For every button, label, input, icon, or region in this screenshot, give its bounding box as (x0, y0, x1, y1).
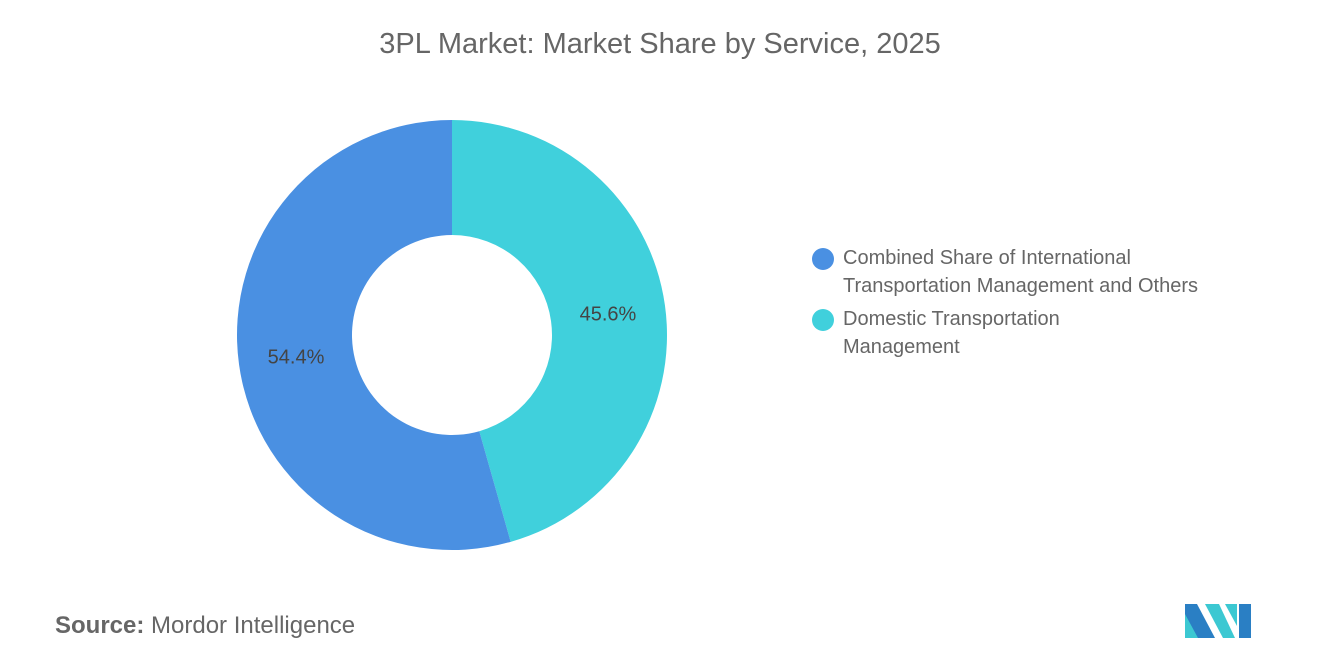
source-note: Source: Mordor Intelligence (55, 612, 355, 640)
legend-label: Transportation Management and Others (843, 275, 1199, 297)
legend-label: Domestic Transportation (843, 308, 1060, 330)
donut-slice (452, 120, 667, 542)
source-label: Source: (55, 612, 145, 639)
chart-title: 3PL Market: Market Share by Service, 202… (379, 28, 941, 60)
slice-data-label: 45.6% (580, 303, 637, 325)
legend-label: Management (843, 336, 960, 358)
donut-slice (236, 120, 511, 550)
legend-swatch (812, 309, 834, 331)
slice-data-label: 54.4% (268, 347, 325, 369)
legend-swatch (812, 248, 834, 270)
legend-label: Combined Share of International (843, 247, 1131, 269)
legend-item-domestic: Domestic Transportation Management (812, 305, 1060, 361)
mordor-logo (1185, 604, 1251, 638)
legend-item-international: Combined Share of International Transpor… (812, 244, 1198, 300)
source-value: Mordor Intelligence (151, 612, 356, 639)
